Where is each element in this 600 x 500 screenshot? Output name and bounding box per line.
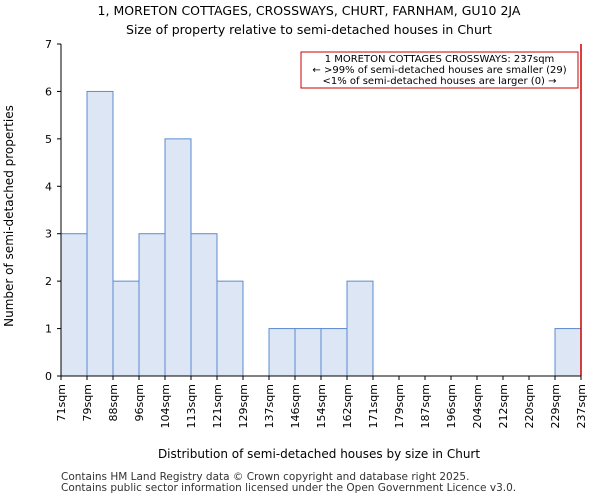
bars-group xyxy=(60,90,582,377)
x-tick-label-71sqm: 71sqm xyxy=(55,384,68,421)
bar-113sqm xyxy=(190,233,218,377)
bar-162sqm xyxy=(346,280,374,377)
y-tick-label-1: 1 xyxy=(45,323,52,336)
bar-71sqm xyxy=(60,233,88,377)
y-axis-label: Number of semi-detached properties xyxy=(2,105,16,327)
annotation-line-1: 1 MORETON COTTAGES CROSSWAYS: 237sqm xyxy=(325,54,555,65)
y-tick-label-6: 6 xyxy=(45,85,52,98)
annotation-line-2: ← >99% of semi-detached houses are small… xyxy=(312,65,566,76)
chart-title: 1, MORETON COTTAGES, CROSSWAYS, CHURT, F… xyxy=(98,3,521,18)
x-tick-label-204sqm: 204sqm xyxy=(471,384,484,428)
x-axis-ticks: 71sqm 79sqm 88sqm 96sqm 104sqm 113sqm 121sqm 12… xyxy=(55,376,588,428)
y-axis-ticks: 0 1 2 3 4 5 6 7 xyxy=(45,38,61,383)
x-tick-label-113sqm: 113sqm xyxy=(185,384,198,428)
y-tick-label-7: 7 xyxy=(45,38,52,51)
chart-subtitle: Size of property relative to semi-detach… xyxy=(126,22,492,37)
x-axis-label: Distribution of semi-detached houses by … xyxy=(158,447,480,461)
bar-146sqm xyxy=(294,328,322,377)
x-tick-label-146sqm: 146sqm xyxy=(289,384,302,428)
x-tick-label-187sqm: 187sqm xyxy=(419,384,432,428)
footer-line-2: Contains public sector information licen… xyxy=(61,482,517,494)
bar-154sqm xyxy=(320,328,348,377)
x-tick-label-129sqm: 129sqm xyxy=(237,384,250,428)
annotation-box: 1 MORETON COTTAGES CROSSWAYS: 237sqm ← >… xyxy=(300,51,579,89)
x-tick-label-104sqm: 104sqm xyxy=(159,384,172,428)
x-tick-label-96sqm: 96sqm xyxy=(133,384,146,421)
y-tick-label-2: 2 xyxy=(45,275,52,288)
bar-121sqm xyxy=(216,280,244,377)
bar-79sqm xyxy=(86,90,114,377)
bar-104sqm xyxy=(164,138,192,377)
x-tick-label-179sqm: 179sqm xyxy=(393,384,406,428)
annotation-line-3: <1% of semi-detached houses are larger (… xyxy=(322,76,556,87)
y-tick-label-5: 5 xyxy=(45,133,52,146)
x-tick-label-237sqm: 237sqm xyxy=(575,384,588,428)
y-tick-label-4: 4 xyxy=(45,180,52,193)
footer-line-1: Contains HM Land Registry data © Crown c… xyxy=(61,471,470,483)
y-tick-label-3: 3 xyxy=(45,228,52,241)
bar-96sqm xyxy=(138,233,166,377)
x-tick-label-79sqm: 79sqm xyxy=(81,384,94,421)
x-tick-label-162sqm: 162sqm xyxy=(341,384,354,428)
x-tick-label-171sqm: 171sqm xyxy=(367,384,380,428)
x-tick-label-212sqm: 212sqm xyxy=(497,384,510,428)
y-tick-label-0: 0 xyxy=(45,370,52,383)
x-tick-label-229sqm: 229sqm xyxy=(549,384,562,428)
bar-229sqm xyxy=(554,328,582,377)
x-tick-label-220sqm: 220sqm xyxy=(523,384,536,428)
x-tick-label-154sqm: 154sqm xyxy=(315,384,328,428)
x-tick-label-196sqm: 196sqm xyxy=(445,384,458,428)
annotation-border xyxy=(300,51,579,89)
bar-88sqm xyxy=(112,280,140,377)
x-tick-label-88sqm: 88sqm xyxy=(107,384,120,421)
x-tick-label-137sqm: 137sqm xyxy=(263,384,276,428)
x-tick-label-121sqm: 121sqm xyxy=(211,384,224,428)
bar-137sqm xyxy=(268,328,296,377)
